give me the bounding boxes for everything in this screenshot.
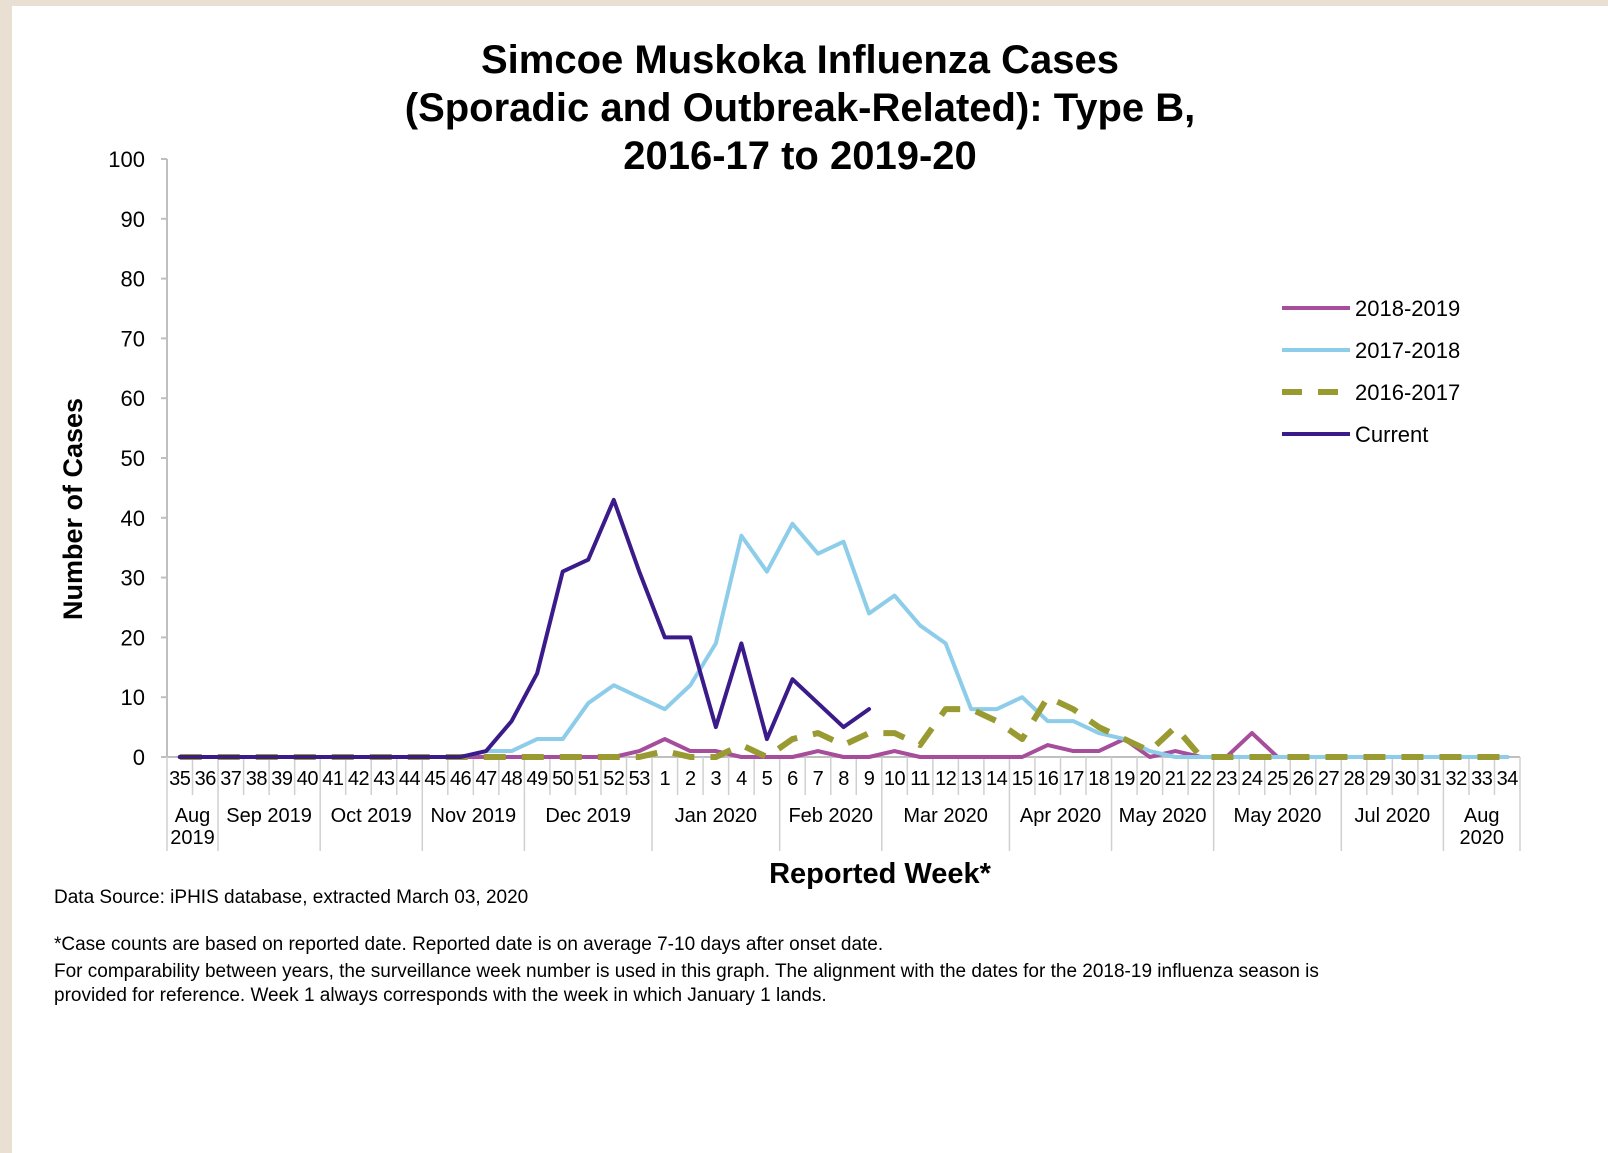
x-week-label: 33: [1471, 768, 1493, 790]
data-source-note: Data Source: iPHIS database, extracted M…: [54, 887, 529, 908]
x-week-label: 15: [1012, 768, 1034, 790]
x-week-label: 19: [1114, 768, 1136, 790]
x-week-label: 18: [1088, 768, 1110, 790]
y-tick-label: 80: [121, 267, 145, 292]
x-week-label: 3: [711, 768, 722, 790]
y-tick-label: 0: [133, 745, 145, 770]
x-week-label: 52: [603, 768, 625, 790]
y-tick-label: 40: [121, 506, 145, 531]
x-week-label: 38: [246, 768, 268, 790]
x-week-label: 26: [1292, 768, 1314, 790]
x-week-label: 30: [1394, 768, 1416, 790]
x-week-label: 25: [1267, 768, 1289, 790]
x-week-label: 23: [1216, 768, 1238, 790]
x-month-label: Sep 2019: [226, 805, 312, 827]
x-week-label: 35: [169, 768, 191, 790]
x-week-label: 34: [1497, 768, 1519, 790]
x-month-label: Feb 2020: [788, 805, 873, 827]
x-week-label: 14: [986, 768, 1008, 790]
x-week-label: 46: [450, 768, 472, 790]
series-line-2017-2018: [177, 521, 1510, 759]
x-week-label: 20: [1139, 768, 1161, 790]
y-tick-label: 90: [121, 207, 145, 232]
x-week-label: 51: [578, 768, 600, 790]
y-tick-label: 70: [121, 326, 145, 351]
x-month-label: Oct 2019: [331, 805, 412, 827]
x-week-label: 40: [297, 768, 319, 790]
x-axis-label: Reported Week*: [769, 858, 991, 890]
y-tick-label: 10: [121, 685, 145, 710]
x-week-label: 44: [399, 768, 421, 790]
x-week-label: 24: [1241, 768, 1263, 790]
x-week-label: 4: [736, 768, 747, 790]
x-week-label: 5: [762, 768, 773, 790]
x-week-label: 48: [501, 768, 523, 790]
x-week-label: 29: [1369, 768, 1391, 790]
x-week-label: 45: [424, 768, 446, 790]
x-month-label: Mar 2020: [903, 805, 988, 827]
legend-label: 2016-2017: [1355, 380, 1460, 405]
x-week-label: 7: [813, 768, 824, 790]
x-month-label: Jan 2020: [675, 805, 757, 827]
chart-card: [12, 6, 1608, 1153]
x-week-label: 13: [961, 768, 983, 790]
x-month-label: Aug: [1464, 805, 1500, 827]
chart-title-line-3: 2016-17 to 2019-20: [623, 134, 977, 178]
y-tick-label: 20: [121, 625, 145, 650]
x-week-label: 39: [271, 768, 293, 790]
x-week-label: 49: [527, 768, 549, 790]
x-month-label: Jul 2020: [1355, 805, 1431, 827]
footnote-case-counts: *Case counts are based on reported date.…: [54, 934, 884, 955]
x-week-label: 17: [1063, 768, 1085, 790]
legend-label: 2017-2018: [1355, 338, 1460, 363]
x-week-label: 36: [195, 768, 217, 790]
x-week-label: 42: [348, 768, 370, 790]
footnote-comparability-2: provided for reference. Week 1 always co…: [54, 985, 827, 1006]
chart-title-line-1: Simcoe Muskoka Influenza Cases: [480, 38, 1119, 82]
legend-label: Current: [1355, 422, 1428, 447]
x-week-label: 6: [787, 768, 798, 790]
x-week-label: 9: [864, 768, 875, 790]
x-month-label: May 2020: [1234, 805, 1322, 827]
x-week-label: 21: [1165, 768, 1187, 790]
x-week-label: 16: [1037, 768, 1059, 790]
series-line-2018-2019: [177, 731, 1510, 759]
chart-title: Simcoe Muskoka Influenza Cases (Sporadic…: [0, 36, 1600, 180]
x-month-year-label: 2019: [170, 827, 215, 849]
x-week-label: 12: [935, 768, 957, 790]
x-week-label: 41: [322, 768, 344, 790]
x-week-label: 50: [552, 768, 574, 790]
x-week-label: 1: [659, 768, 670, 790]
x-month-label: May 2020: [1119, 805, 1207, 827]
x-month-label: Apr 2020: [1020, 805, 1101, 827]
x-month-label: Aug: [175, 805, 211, 827]
x-week-label: 2: [685, 768, 696, 790]
y-axis-label: Number of Cases: [58, 397, 88, 620]
x-week-label: 28: [1343, 768, 1365, 790]
x-week-label: 43: [373, 768, 395, 790]
x-week-label: 8: [838, 768, 849, 790]
x-week-label: 32: [1446, 768, 1468, 790]
x-week-label: 53: [629, 768, 651, 790]
x-week-label: 22: [1190, 768, 1212, 790]
series-line-current: [177, 497, 872, 759]
x-week-label: 31: [1420, 768, 1442, 790]
y-tick-label: 50: [121, 446, 145, 471]
x-month-label: Nov 2019: [431, 805, 517, 827]
x-week-label: 10: [884, 768, 906, 790]
y-tick-label: 100: [108, 147, 145, 172]
x-week-label: 37: [220, 768, 242, 790]
y-tick-label: 60: [121, 386, 145, 411]
footnote-comparability-1: For comparability between years, the sur…: [54, 961, 1319, 982]
x-week-label: 27: [1318, 768, 1340, 790]
chart-title-line-2: (Sporadic and Outbreak-Related): Type B,: [404, 86, 1196, 130]
legend-label: 2018-2019: [1355, 296, 1460, 321]
x-month-year-label: 2020: [1459, 827, 1504, 849]
x-month-label: Dec 2019: [545, 805, 631, 827]
x-week-label: 47: [475, 768, 497, 790]
y-tick-label: 30: [121, 566, 145, 591]
x-week-label: 11: [910, 768, 930, 790]
